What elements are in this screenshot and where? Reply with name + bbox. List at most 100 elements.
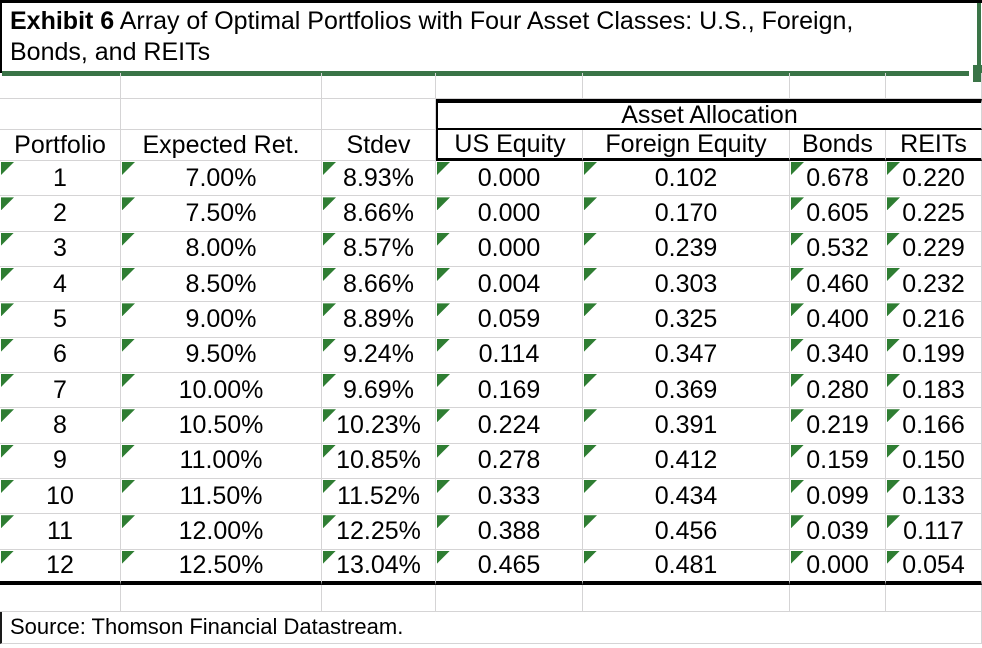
table-cell[interactable]: 10.23% bbox=[322, 408, 436, 444]
table-cell[interactable]: 9.69% bbox=[322, 372, 436, 409]
table-cell[interactable]: 12.00% bbox=[121, 514, 322, 550]
table-cell[interactable]: 9.50% bbox=[121, 337, 322, 373]
table-cell[interactable]: 0.199 bbox=[886, 337, 982, 373]
column-header-reits[interactable]: REITs bbox=[886, 130, 982, 161]
empty-cell[interactable] bbox=[436, 584, 583, 612]
table-cell[interactable]: 1 bbox=[0, 161, 121, 197]
table-cell[interactable]: 0.333 bbox=[436, 478, 583, 515]
table-cell[interactable]: 0.219 bbox=[790, 408, 886, 444]
table-cell[interactable]: 0.532 bbox=[790, 231, 886, 267]
empty-cell[interactable] bbox=[886, 73, 982, 99]
table-cell[interactable]: 7.50% bbox=[121, 196, 322, 232]
table-cell[interactable]: 0.169 bbox=[436, 372, 583, 409]
empty-cell[interactable] bbox=[322, 584, 436, 612]
table-cell[interactable]: 7 bbox=[0, 372, 121, 409]
column-header-us-equity[interactable]: US Equity bbox=[436, 130, 583, 161]
table-cell[interactable]: 0.400 bbox=[790, 302, 886, 338]
table-cell[interactable]: 0.278 bbox=[436, 443, 583, 479]
table-cell[interactable]: 12 bbox=[0, 549, 121, 585]
table-cell[interactable]: 11.52% bbox=[322, 478, 436, 515]
table-cell[interactable]: 0.054 bbox=[886, 549, 982, 585]
column-header-portfolio[interactable]: Portfolio bbox=[0, 130, 121, 161]
table-cell[interactable]: 0.678 bbox=[790, 161, 886, 197]
table-cell[interactable]: 8.93% bbox=[322, 161, 436, 197]
resize-handle[interactable] bbox=[973, 65, 982, 82]
table-cell[interactable]: 0.605 bbox=[790, 196, 886, 232]
column-header-stdev[interactable]: Stdev bbox=[322, 130, 436, 161]
empty-cell[interactable] bbox=[121, 73, 322, 99]
column-header-foreign-equity[interactable]: Foreign Equity bbox=[583, 130, 790, 161]
source-note[interactable]: Source: Thomson Financial Datastream. bbox=[0, 611, 982, 644]
table-cell[interactable]: 6 bbox=[0, 337, 121, 373]
table-cell[interactable]: 8.66% bbox=[322, 196, 436, 232]
table-cell[interactable]: 0.000 bbox=[436, 161, 583, 197]
table-cell[interactable]: 13.04% bbox=[322, 549, 436, 585]
table-cell[interactable]: 12.50% bbox=[121, 549, 322, 585]
empty-cell[interactable] bbox=[583, 584, 790, 612]
empty-cell[interactable] bbox=[121, 584, 322, 612]
table-cell[interactable]: 0.325 bbox=[583, 302, 790, 338]
table-cell[interactable]: 8 bbox=[0, 408, 121, 444]
table-cell[interactable]: 0.369 bbox=[583, 372, 790, 409]
table-cell[interactable]: 0.456 bbox=[583, 514, 790, 550]
table-cell[interactable]: 0.114 bbox=[436, 337, 583, 373]
table-cell[interactable]: 0.004 bbox=[436, 266, 583, 303]
table-cell[interactable]: 0.170 bbox=[583, 196, 790, 232]
table-cell[interactable]: 0.220 bbox=[886, 161, 982, 197]
table-cell[interactable]: 0.059 bbox=[436, 302, 583, 338]
table-cell[interactable]: 0.000 bbox=[790, 549, 886, 585]
empty-cell[interactable] bbox=[121, 99, 322, 130]
empty-cell[interactable] bbox=[0, 99, 121, 130]
table-cell[interactable]: 0.000 bbox=[436, 196, 583, 232]
table-cell[interactable]: 0.347 bbox=[583, 337, 790, 373]
empty-cell[interactable] bbox=[322, 99, 436, 130]
table-cell[interactable]: 0.460 bbox=[790, 266, 886, 303]
table-cell[interactable]: 11.50% bbox=[121, 478, 322, 515]
table-cell[interactable]: 0.133 bbox=[886, 478, 982, 515]
table-cell[interactable]: 8.57% bbox=[322, 231, 436, 267]
table-cell[interactable]: 8.00% bbox=[121, 231, 322, 267]
exhibit-title[interactable]: Exhibit 6 Array of Optimal Portfolios wi… bbox=[0, 0, 982, 82]
empty-cell[interactable] bbox=[583, 73, 790, 99]
empty-cell[interactable] bbox=[790, 73, 886, 99]
empty-cell[interactable] bbox=[0, 584, 121, 612]
table-cell[interactable]: 10.85% bbox=[322, 443, 436, 479]
table-cell[interactable]: 0.303 bbox=[583, 266, 790, 303]
table-cell[interactable]: 5 bbox=[0, 302, 121, 338]
column-header-expected-ret[interactable]: Expected Ret. bbox=[121, 130, 322, 161]
table-cell[interactable]: 0.465 bbox=[436, 549, 583, 585]
table-cell[interactable]: 0.216 bbox=[886, 302, 982, 338]
table-cell[interactable]: 0.159 bbox=[790, 443, 886, 479]
table-cell[interactable]: 0.166 bbox=[886, 408, 982, 444]
table-cell[interactable]: 3 bbox=[0, 231, 121, 267]
table-cell[interactable]: 11 bbox=[0, 514, 121, 550]
table-cell[interactable]: 11.00% bbox=[121, 443, 322, 479]
table-cell[interactable]: 0.224 bbox=[436, 408, 583, 444]
table-cell[interactable]: 10 bbox=[0, 478, 121, 515]
column-header-bonds[interactable]: Bonds bbox=[790, 130, 886, 161]
table-cell[interactable]: 0.340 bbox=[790, 337, 886, 373]
table-cell[interactable]: 0.229 bbox=[886, 231, 982, 267]
table-cell[interactable]: 0.099 bbox=[790, 478, 886, 515]
empty-cell[interactable] bbox=[322, 73, 436, 99]
table-cell[interactable]: 0.225 bbox=[886, 196, 982, 232]
table-cell[interactable]: 10.00% bbox=[121, 372, 322, 409]
table-cell[interactable]: 7.00% bbox=[121, 161, 322, 197]
empty-cell[interactable] bbox=[436, 73, 583, 99]
table-cell[interactable]: 0.239 bbox=[583, 231, 790, 267]
table-cell[interactable]: 0.412 bbox=[583, 443, 790, 479]
group-header-asset-allocation[interactable]: Asset Allocation bbox=[436, 99, 982, 130]
empty-cell[interactable] bbox=[790, 584, 886, 612]
empty-cell[interactable] bbox=[886, 584, 982, 612]
table-cell[interactable]: 9.00% bbox=[121, 302, 322, 338]
table-cell[interactable]: 10.50% bbox=[121, 408, 322, 444]
table-cell[interactable]: 9.24% bbox=[322, 337, 436, 373]
table-cell[interactable]: 8.50% bbox=[121, 266, 322, 303]
table-cell[interactable]: 12.25% bbox=[322, 514, 436, 550]
table-cell[interactable]: 0.039 bbox=[790, 514, 886, 550]
table-cell[interactable]: 8.89% bbox=[322, 302, 436, 338]
table-cell[interactable]: 0.434 bbox=[583, 478, 790, 515]
table-cell[interactable]: 9 bbox=[0, 443, 121, 479]
table-cell[interactable]: 0.388 bbox=[436, 514, 583, 550]
table-cell[interactable]: 0.000 bbox=[436, 231, 583, 267]
